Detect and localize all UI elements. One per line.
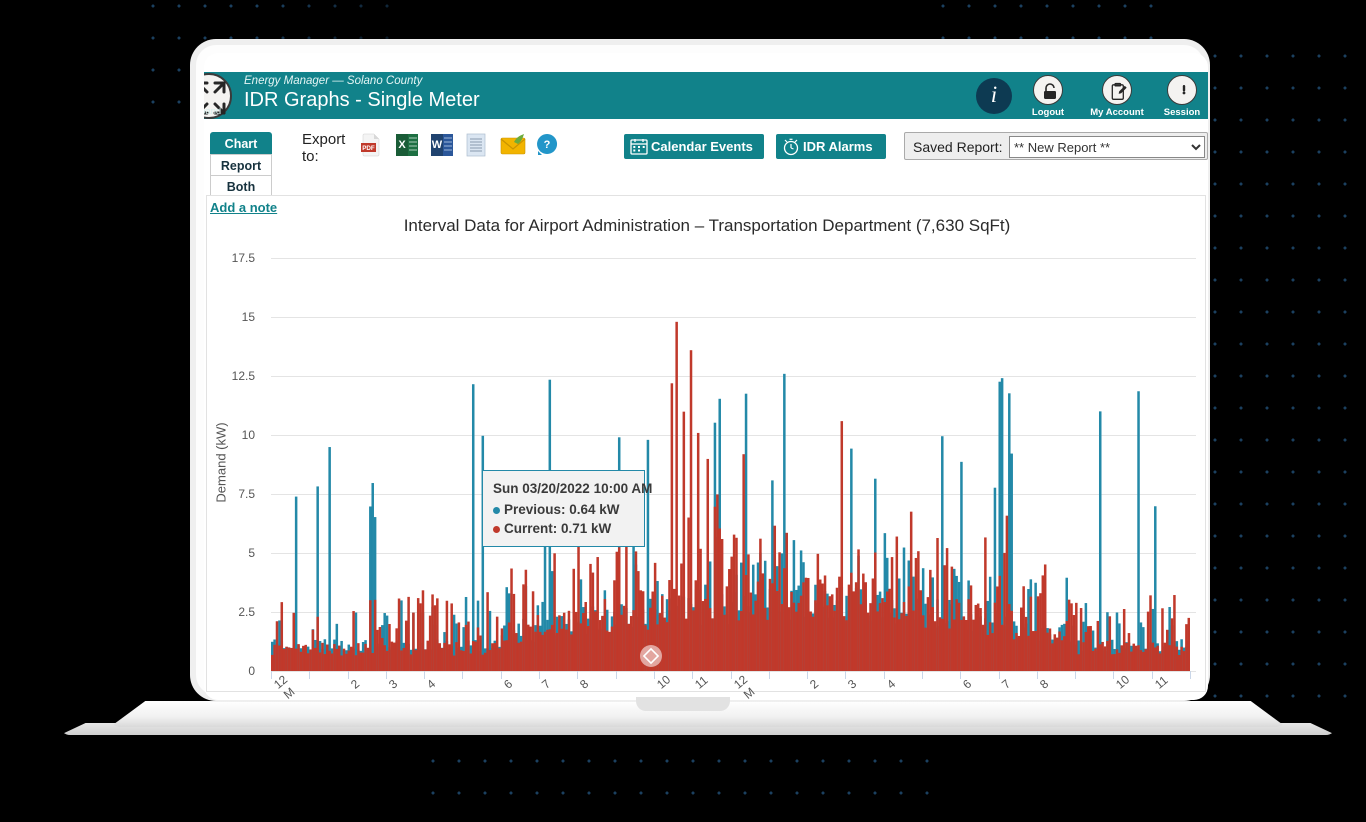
svg-text:X: X xyxy=(398,139,406,151)
svg-text:PDF: PDF xyxy=(362,145,375,152)
svg-text:W: W xyxy=(432,139,443,151)
svg-text:?: ? xyxy=(544,139,551,151)
